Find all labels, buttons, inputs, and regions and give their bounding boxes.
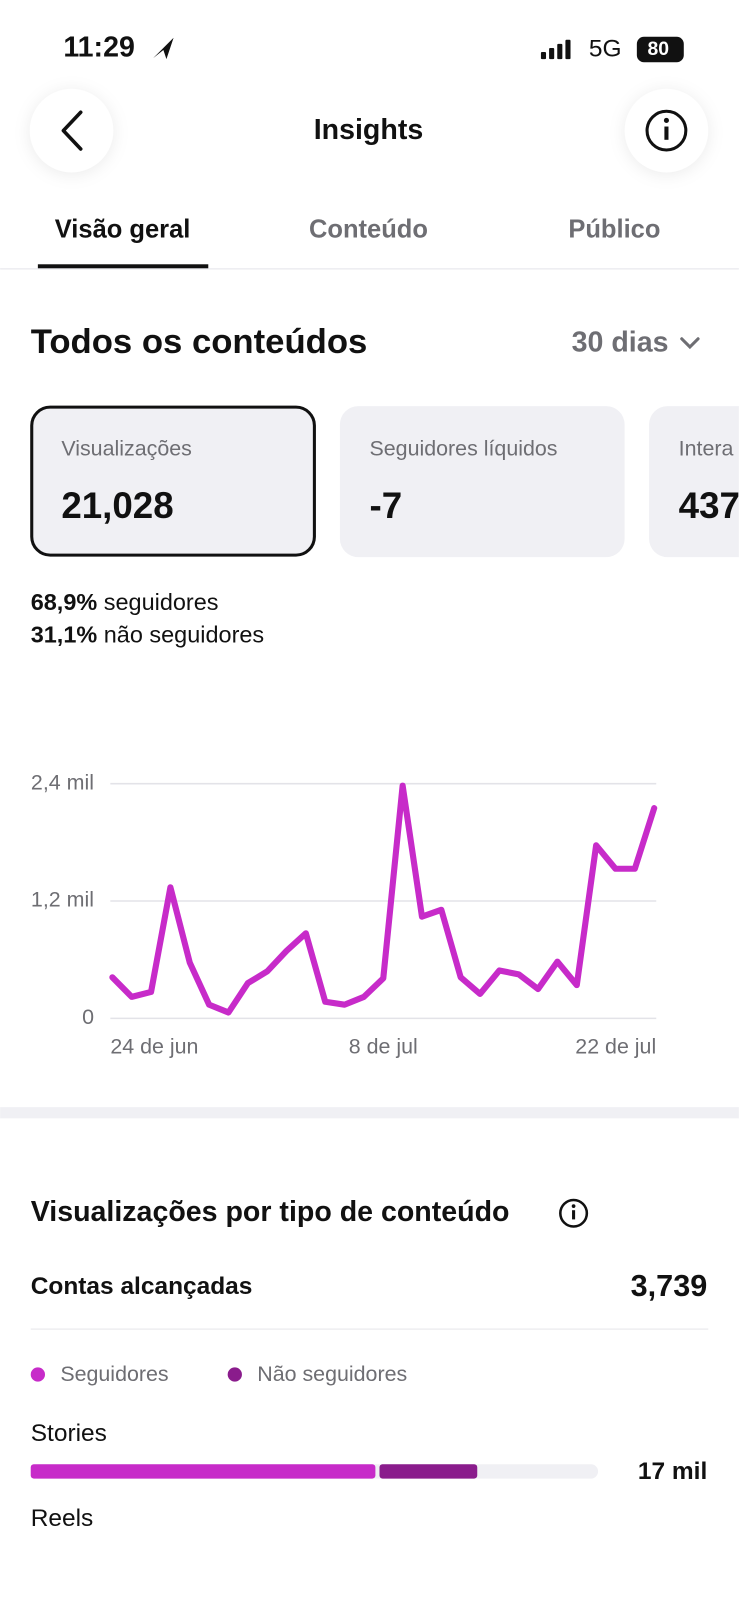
tab-indicator (37, 264, 209, 269)
bar-segment (379, 1464, 478, 1479)
percent: 31,1% (31, 622, 98, 648)
audience-label: seguidores (104, 589, 219, 615)
audience-label: não seguidores (104, 622, 264, 648)
audience-line: 68,9% seguidores (31, 589, 219, 615)
y-tick-label: 2,4 mil (31, 770, 94, 794)
divider (0, 268, 739, 270)
section-title: Todos os conteúdos (31, 323, 368, 361)
divider (30, 1328, 709, 1330)
bar-chart: Seguidores Não seguidores Stories 17 mil (30, 1362, 707, 1485)
battery-level: 80 (647, 38, 669, 60)
reach-label: Contas alcançadas (31, 1273, 253, 1300)
section-divider (0, 1107, 739, 1119)
legend-swatch (227, 1367, 242, 1382)
card-value: 437 (679, 485, 739, 526)
content-type-label: Reels (31, 1505, 94, 1532)
card-label: Seguidores líquidos (370, 437, 558, 461)
x-tick-label: 8 de jul (349, 1035, 418, 1059)
clock: 11:29 (63, 32, 134, 64)
page-title: Insights (314, 114, 424, 146)
audience-line: 31,1% não seguidores (31, 622, 264, 648)
card[interactable] (649, 406, 739, 558)
bar-segment (30, 1464, 376, 1479)
chevron (680, 337, 700, 350)
x-tick-label: 24 de jun (110, 1035, 198, 1059)
battery (636, 36, 684, 63)
info-icon[interactable] (559, 1198, 589, 1228)
tab[interactable]: Conteúdo (309, 215, 428, 243)
reach-value: 3,739 (631, 1269, 708, 1303)
data-line (109, 782, 658, 1016)
legend-label: Não seguidores (257, 1362, 407, 1386)
info-icon-dot (663, 117, 669, 123)
signal-icon (540, 39, 571, 60)
location-icon (153, 37, 174, 60)
info-icon-bar (664, 126, 669, 140)
network: 5G (589, 35, 622, 62)
period-selector[interactable]: 30 dias (572, 326, 669, 358)
back-button[interactable] (29, 88, 114, 173)
card-selected[interactable] (30, 405, 316, 557)
total-label: 17 mil (638, 1458, 707, 1485)
section-title: Visualizações por tipo de conteúdo (31, 1196, 510, 1228)
y-tick-label: 0 (82, 1005, 94, 1029)
line-chart: 0 1,2 mil 2,4 mil 24 de jun 8 de jul 22 de ju… (31, 770, 658, 1059)
card-label: Intera (679, 437, 734, 461)
card-value: 21,028 (61, 485, 173, 526)
info-icon (645, 109, 688, 152)
category-label: Stories (31, 1420, 107, 1447)
tab[interactable]: Público (568, 215, 660, 243)
back-icon (61, 110, 83, 151)
tab[interactable]: Visão geral (55, 215, 191, 243)
card-label: Visualizações (61, 437, 192, 461)
card[interactable] (339, 406, 625, 558)
legend-label: Seguidores (60, 1362, 168, 1386)
legend-swatch (30, 1367, 46, 1382)
info-icon-bar (572, 1210, 576, 1220)
x-tick-label: 22 de jul (575, 1035, 656, 1059)
percent: 68,9% (31, 589, 98, 615)
y-tick-label: 1,2 mil (31, 888, 94, 912)
info-icon-dot (571, 1204, 576, 1208)
card-value: -7 (370, 485, 403, 526)
